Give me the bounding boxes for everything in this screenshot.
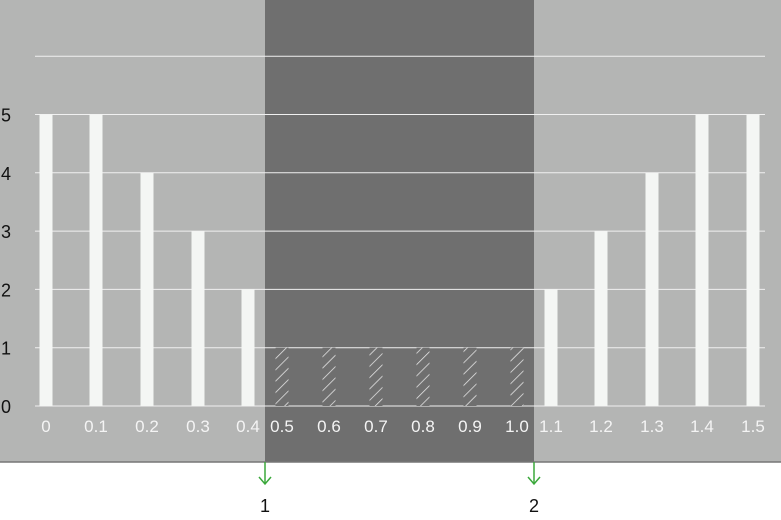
x-tick-label: 0.1 [84, 417, 108, 436]
y-tick-label: 3 [1, 222, 11, 242]
histogram-bar [594, 231, 608, 406]
x-tick-label: 1.3 [640, 417, 664, 436]
x-tick-label: 0.2 [135, 417, 159, 436]
x-tick-label: 0.6 [317, 417, 341, 436]
marker-arrow-head-icon [258, 476, 272, 486]
histogram-bar [39, 114, 53, 406]
histogram-bar [695, 114, 709, 406]
histogram-bar [89, 114, 103, 406]
histogram-bar [463, 347, 477, 406]
x-tick-label: 0.9 [458, 417, 482, 436]
x-tick-label: 0.4 [236, 417, 260, 436]
x-tick-label: 1.1 [539, 417, 563, 436]
x-tick-label: 1.2 [589, 417, 613, 436]
marker-label: 2 [529, 496, 539, 516]
histogram-bar [191, 231, 205, 406]
histogram-bar [416, 347, 430, 406]
histogram-bar [140, 172, 154, 406]
x-tick-label: 1.5 [741, 417, 765, 436]
y-tick-label: 4 [1, 164, 11, 184]
y-tick-label: 0 [1, 397, 11, 417]
histogram-bar [322, 347, 336, 406]
y-tick-label: 5 [1, 106, 11, 126]
x-tick-label: 0.7 [364, 417, 388, 436]
marker-arrow-head-icon [527, 476, 541, 486]
x-tick-label: 0.3 [186, 417, 210, 436]
histogram-bar [369, 347, 383, 406]
y-tick-label: 2 [1, 280, 11, 300]
x-tick-label: 1.0 [505, 417, 529, 436]
x-tick-label: 1.4 [690, 417, 714, 436]
histogram-bar [645, 172, 659, 406]
x-tick-label: 0.8 [411, 417, 435, 436]
histogram-bar [746, 114, 760, 406]
histogram-bar [510, 347, 524, 406]
x-tick-label: 0.5 [270, 417, 294, 436]
histogram-bar [544, 289, 558, 406]
x-tick-label: 0 [41, 417, 50, 436]
marker-label: 1 [260, 496, 270, 516]
histogram-bar [275, 347, 289, 406]
histogram-bar [241, 289, 255, 406]
y-tick-label: 1 [1, 339, 11, 359]
